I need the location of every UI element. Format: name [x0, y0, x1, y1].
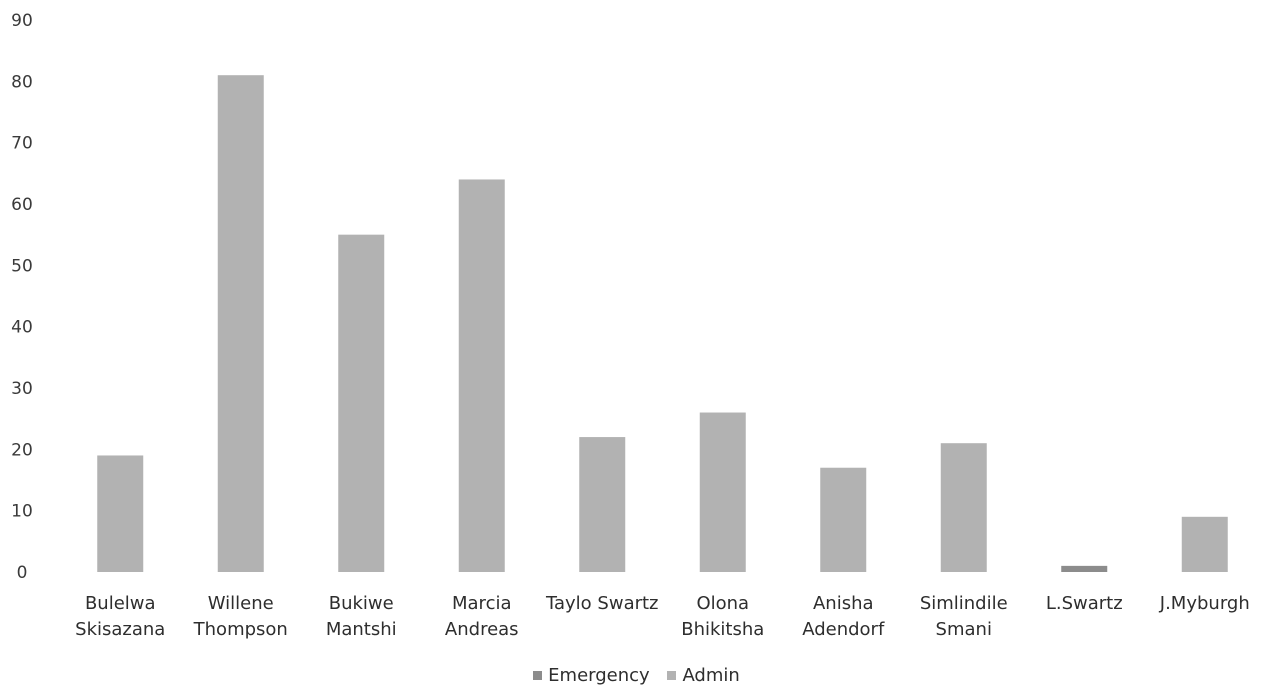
bar-admin: [1181, 516, 1228, 572]
x-category-label: Taylo Swartz: [545, 593, 659, 614]
bar-admin: [820, 467, 867, 572]
y-tick-label: 70: [11, 134, 33, 154]
x-category-label: Bulelwa Skisazana: [75, 593, 165, 640]
bars: [97, 75, 1228, 572]
bar-admin: [699, 412, 746, 572]
legend-swatch-admin: [667, 671, 677, 680]
x-axis: Bulelwa Skisazana Willene Thompson Bukiwe Man…: [75, 593, 1250, 640]
y-tick-label: 50: [11, 256, 33, 276]
x-category-label: Simlindile Smani: [920, 593, 1008, 640]
legend-item-emergency: Emergency: [533, 665, 650, 686]
bar-admin: [97, 455, 144, 572]
x-category-label: L.Swartz: [1046, 593, 1123, 614]
y-tick-label: 10: [11, 502, 33, 522]
legend-label-emergency: Emergency: [548, 665, 650, 686]
y-tick-label: 60: [11, 195, 33, 215]
y-tick-label: 80: [11, 72, 33, 92]
bar-admin: [579, 437, 626, 572]
y-axis: 0 10 20 30 40 50 60 70 80 90: [11, 11, 33, 583]
bar-admin: [338, 234, 385, 572]
x-category-label: Olona Bhikitsha: [681, 593, 764, 640]
x-category-label: J.Myburgh: [1159, 593, 1250, 614]
x-category-label: Marcia Andreas: [445, 593, 519, 640]
y-tick-label: 40: [11, 318, 33, 338]
bar-admin: [458, 179, 505, 572]
y-tick-label: 90: [11, 11, 33, 31]
x-category-label: Anisha Adendorf: [802, 593, 885, 640]
legend-swatch-emergency: [533, 671, 543, 680]
bar-admin: [217, 75, 264, 572]
y-tick-label: 30: [11, 379, 33, 399]
legend-item-admin: Admin: [667, 665, 740, 686]
legend: Emergency Admin: [0, 664, 1273, 686]
y-tick-label: 0: [17, 563, 28, 583]
bar-admin: [940, 443, 987, 572]
x-category-label: Willene Thompson: [193, 593, 288, 640]
bar-emergency: [1061, 565, 1108, 572]
legend-label-admin: Admin: [682, 665, 740, 686]
y-tick-label: 20: [11, 440, 33, 460]
x-category-label: Bukiwe Mantshi: [326, 593, 397, 640]
